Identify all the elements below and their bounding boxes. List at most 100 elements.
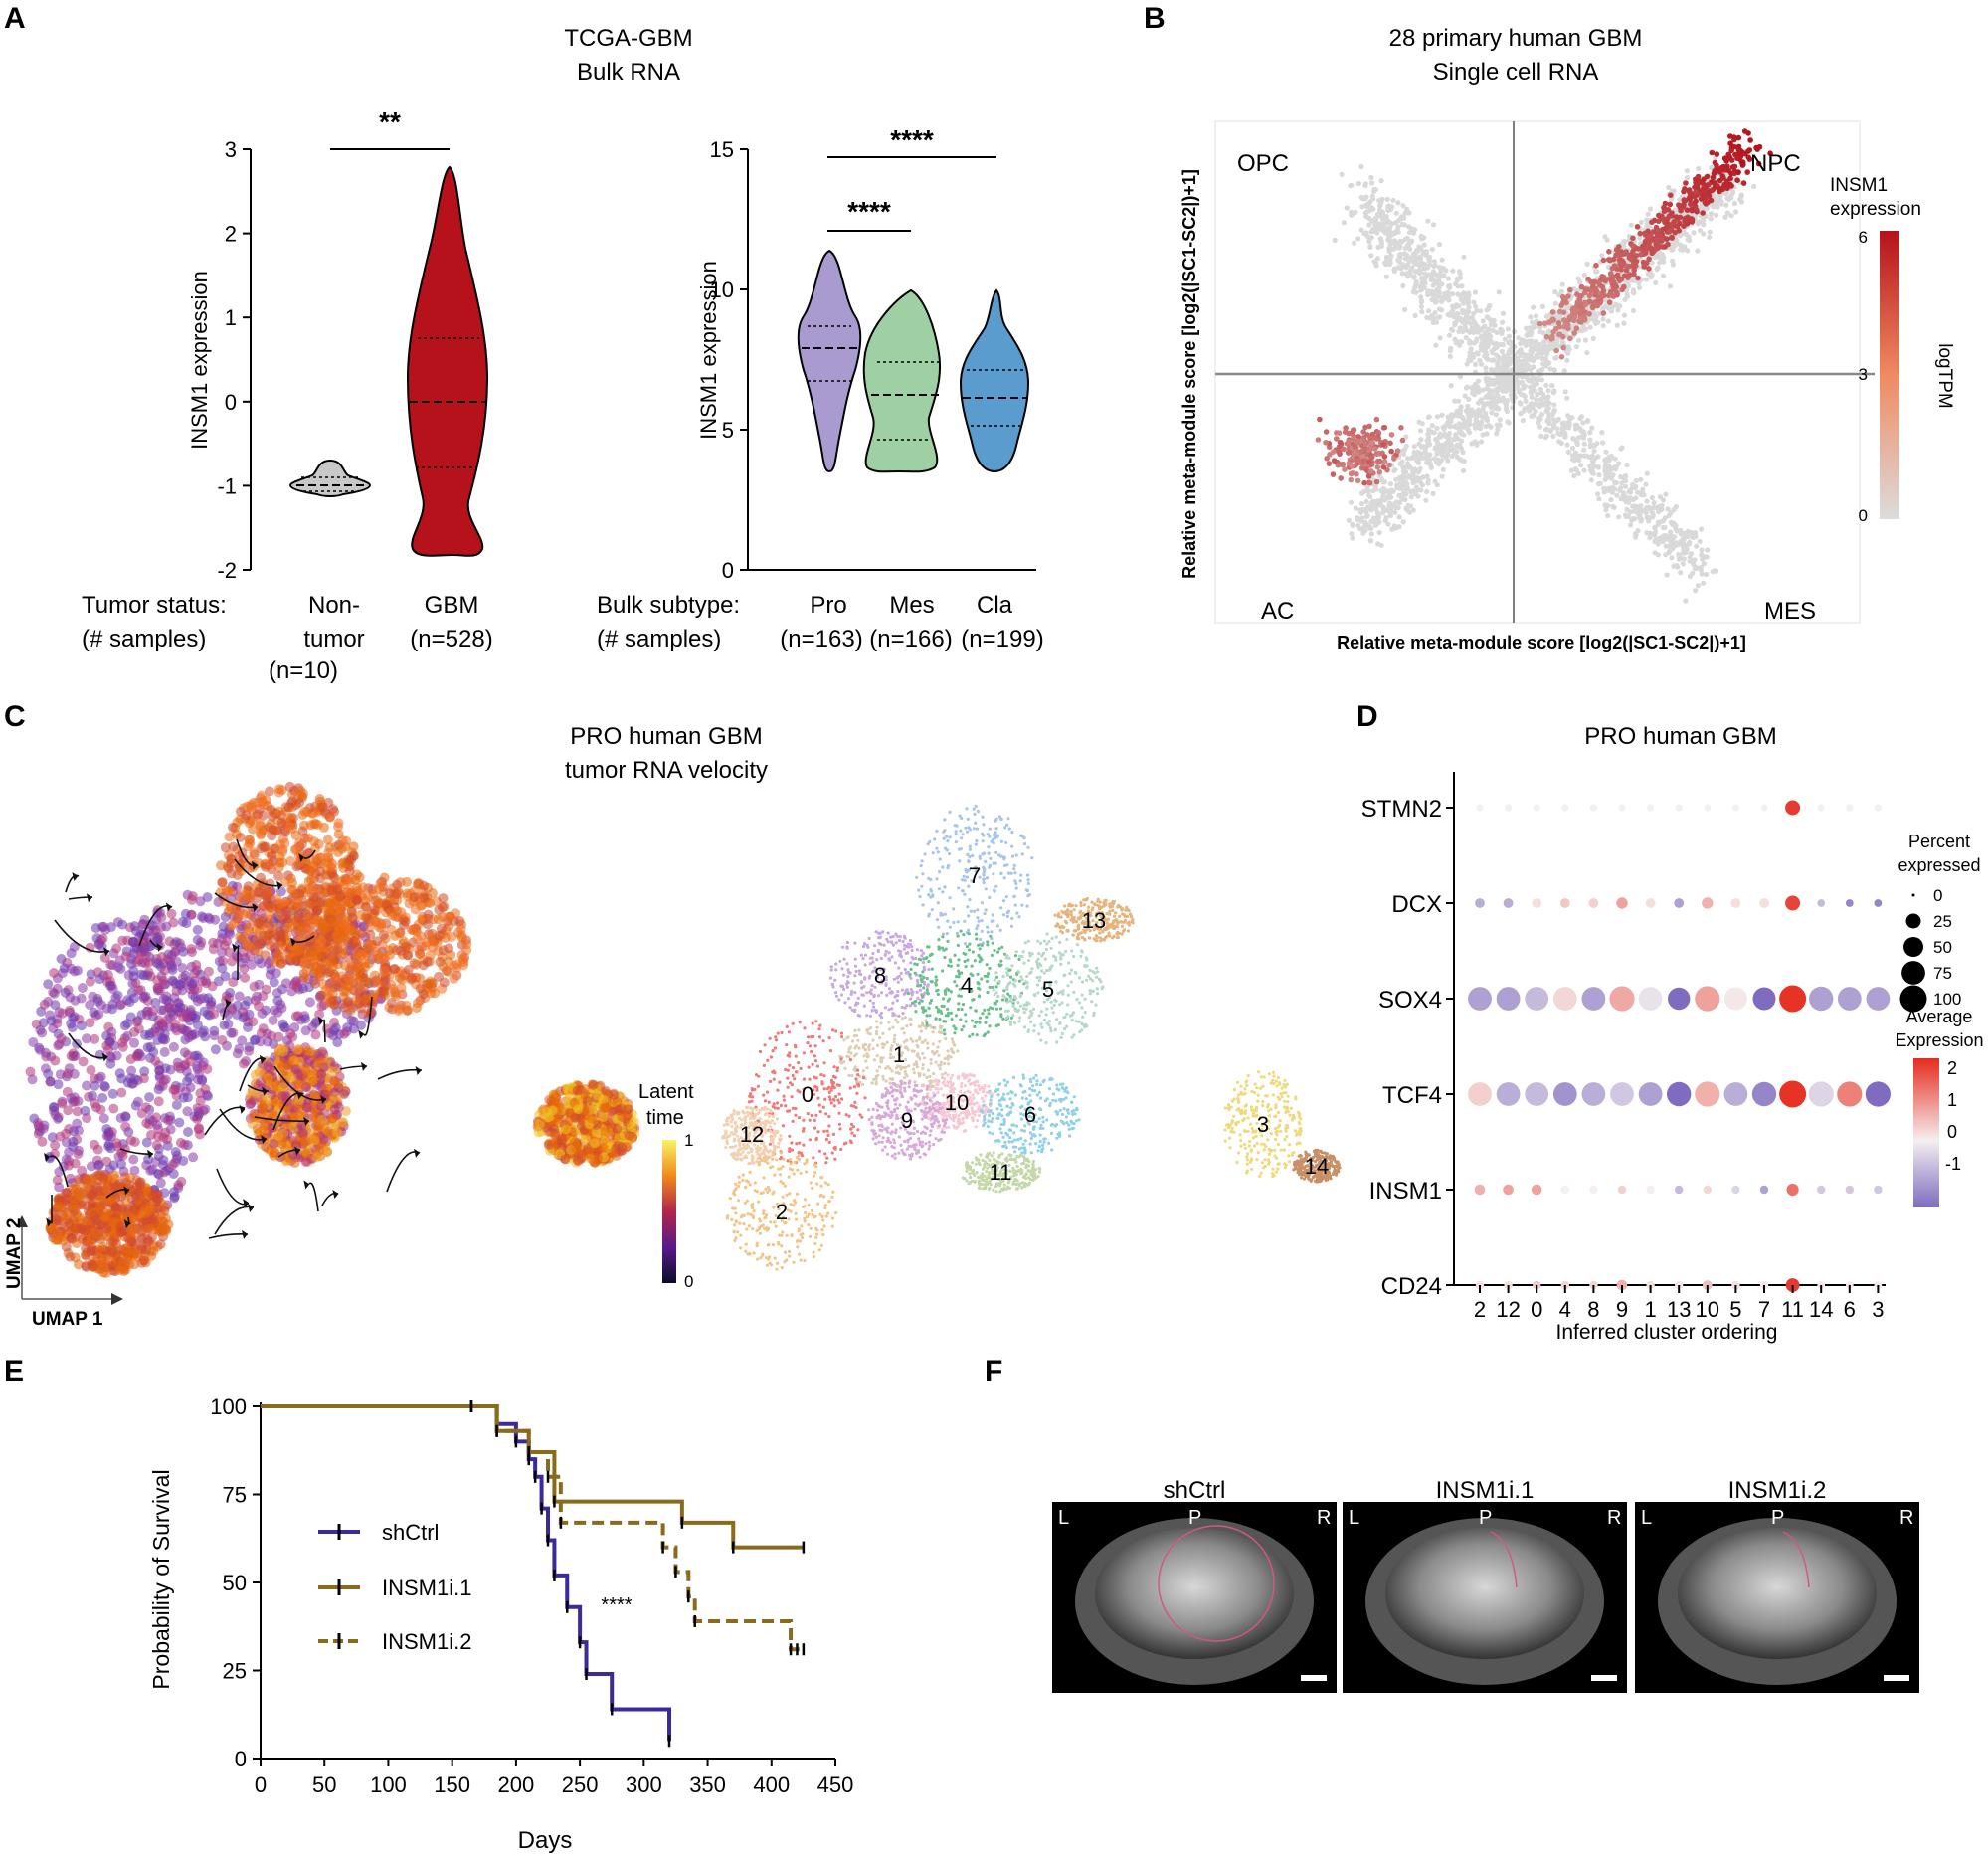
c-velocity-cell <box>86 1064 96 1075</box>
c-velocity-cell <box>223 863 234 874</box>
b-cell-point <box>1426 434 1432 440</box>
b-cell-point <box>1374 223 1380 229</box>
c-velocity-cell <box>189 968 200 979</box>
b-cell-point <box>1478 334 1485 340</box>
c-velocity-cell <box>330 1022 341 1033</box>
b-cell-point <box>1484 394 1490 400</box>
b-insm1-cell-point <box>1342 466 1348 472</box>
c-velocity-cell <box>227 822 238 833</box>
c-velocity-cell <box>50 1140 61 1151</box>
b-cell-point <box>1408 494 1414 500</box>
b-cell-point <box>1500 319 1506 325</box>
a-left-cat1-line2: tumor <box>303 626 364 652</box>
b-cell-point <box>1418 283 1424 289</box>
b-cell-point <box>1399 221 1405 228</box>
b-cell-point <box>1588 477 1594 483</box>
c-velocity-cell <box>301 900 312 911</box>
b-cell-point <box>1432 310 1438 316</box>
b-cell-point <box>1431 259 1438 265</box>
b-cell-point <box>1380 504 1386 510</box>
b-insm1-cell-point <box>1592 292 1598 298</box>
a-right-sig1: **** <box>890 124 934 155</box>
c-velocity-cell <box>208 944 219 955</box>
b-insm1-cell-point <box>1606 249 1612 255</box>
b-cell-point <box>1568 467 1574 473</box>
c-velocity-cell <box>336 843 347 854</box>
b-cell-point <box>1644 498 1650 504</box>
c-velocity-cell <box>46 1016 57 1026</box>
b-cell-point <box>1670 262 1676 268</box>
b-cell-point <box>1474 336 1480 342</box>
b-cell-point <box>1612 466 1618 472</box>
c-velocity-cell <box>35 1024 46 1035</box>
b-cell-point <box>1644 277 1650 282</box>
a-left-xlabel-1: Tumor status: <box>82 592 227 619</box>
b-cell-point <box>1732 209 1739 215</box>
b-cell-point <box>1486 326 1492 332</box>
b-cell-point <box>1364 484 1370 490</box>
b-cell-point <box>1383 274 1389 279</box>
b-insm1-cell-point <box>1668 222 1675 228</box>
b-insm1-cell-point <box>1577 310 1583 316</box>
b-cell-point <box>1591 448 1597 454</box>
b-cell-point <box>1473 361 1479 367</box>
b-cell-point <box>1520 418 1526 424</box>
b-cell-point <box>1538 377 1544 383</box>
b-cell-point <box>1372 483 1378 490</box>
b-cell-point <box>1480 407 1486 413</box>
b-cell-point <box>1430 319 1436 325</box>
b-cell-point <box>1466 396 1472 402</box>
b-cell-point <box>1697 219 1703 225</box>
b-cell-point <box>1676 541 1682 547</box>
b-cell-point <box>1470 409 1476 415</box>
b-cell-point <box>1501 377 1507 383</box>
b-cell-point <box>1395 229 1401 235</box>
b-quadrant-opc: OPC <box>1237 150 1289 177</box>
b-cell-point <box>1371 504 1378 510</box>
b-cell-point <box>1668 529 1674 535</box>
b-cell-point <box>1738 199 1745 205</box>
b-insm1-cell-point <box>1549 309 1556 315</box>
c-velocity-cell <box>131 1050 142 1061</box>
b-cell-point <box>1480 318 1486 324</box>
b-cell-point <box>1411 444 1417 450</box>
b-cell-point <box>1410 474 1416 480</box>
c-velocity-cell <box>56 954 67 964</box>
b-insm1-cell-point <box>1672 229 1678 236</box>
c-velocity-cell <box>271 968 281 979</box>
a-right-ytick: 0 <box>722 558 734 583</box>
c-velocity-cell <box>203 912 214 923</box>
b-cell-point <box>1418 234 1424 240</box>
b-insm1-cell-point <box>1669 234 1675 241</box>
b-insm1-cell-point <box>1635 275 1641 281</box>
b-cell-point <box>1455 291 1461 297</box>
b-cell-point <box>1573 344 1579 350</box>
a-right-cat-pro: Pro <box>810 592 846 619</box>
b-insm1-cell-point <box>1704 173 1711 180</box>
b-cell-point <box>1650 514 1656 520</box>
b-cell-point <box>1586 454 1592 460</box>
b-cell-point <box>1491 403 1497 409</box>
b-cell-point <box>1418 437 1424 443</box>
b-insm1-cell-point <box>1666 228 1673 234</box>
b-cell-point <box>1697 538 1703 545</box>
b-insm1-cell-point <box>1365 447 1372 454</box>
b-cell-point <box>1472 388 1478 394</box>
b-cell-point <box>1430 222 1437 228</box>
c-velocity-cell <box>279 837 290 848</box>
b-cell-point <box>1622 478 1629 484</box>
b-cell-point <box>1363 202 1369 208</box>
b-cell-point <box>1726 196 1732 202</box>
b-cell-point <box>1691 533 1698 539</box>
b-cell-point <box>1410 454 1416 460</box>
b-insm1-cell-point <box>1616 278 1623 284</box>
b-cell-point <box>1391 238 1397 244</box>
b-cell-point <box>1551 402 1557 408</box>
b-cell-point <box>1551 388 1557 394</box>
b-cell-point <box>1391 267 1397 273</box>
b-cell-point <box>1384 196 1390 202</box>
b-cell-point <box>1487 333 1493 339</box>
b-cell-point <box>1675 564 1681 570</box>
c-velocity-cell <box>318 822 329 833</box>
b-cell-point <box>1475 413 1481 419</box>
